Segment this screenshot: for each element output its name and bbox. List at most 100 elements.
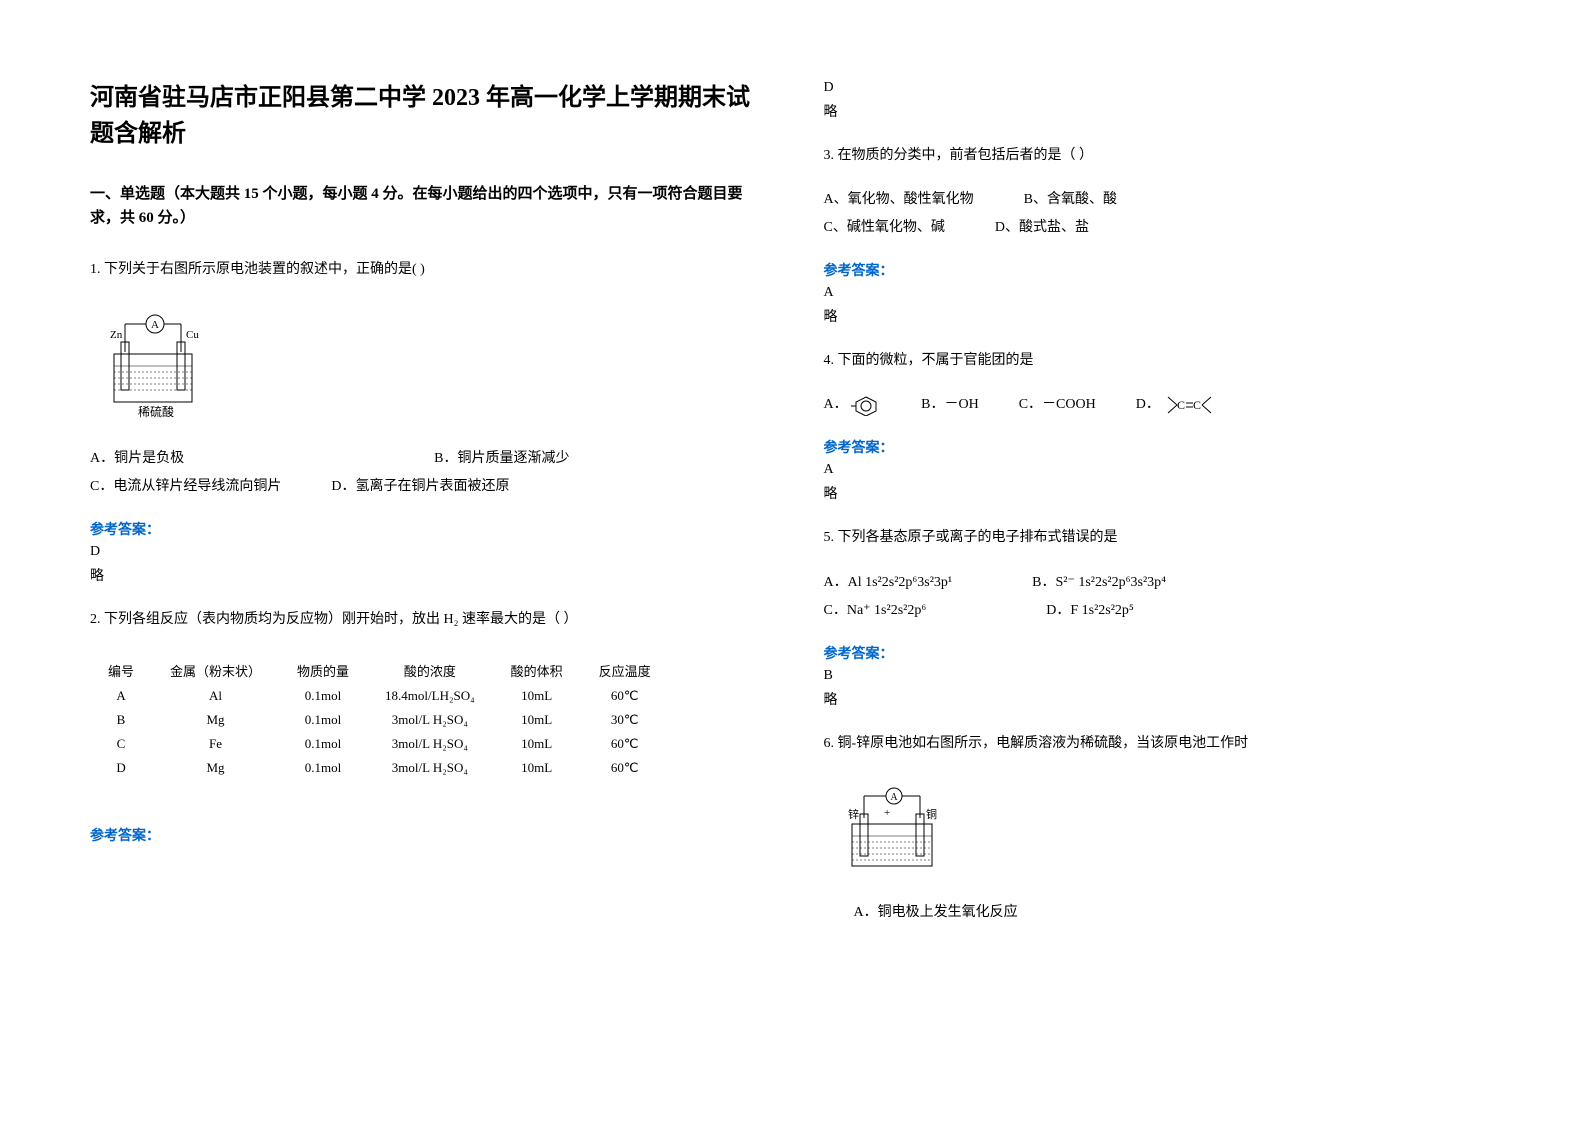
table-row: C Fe 0.1mol 3mol/L H₂SO₄ 10mL 60℃ xyxy=(90,732,669,756)
table-cell: A xyxy=(90,684,152,708)
q4-opt-b: B．－OH xyxy=(921,391,979,419)
q5-answer-label: 参考答案： xyxy=(824,643,1498,663)
table-cell: 10mL xyxy=(493,708,581,732)
q1-answer: D xyxy=(90,544,764,560)
benzene-icon xyxy=(851,394,881,416)
table-cell: 0.1mol xyxy=(279,708,367,732)
q5-opt-a: A．Al 1s²2s²2p⁶3s²3p¹ xyxy=(824,569,953,597)
q5-opt-d: D．F 1s²2s²2p⁵ xyxy=(1046,597,1134,625)
exam-title: 河南省驻马店市正阳县第二中学 2023 年高一化学上学期期末试题含解析 xyxy=(90,80,764,152)
table-header: 酸的浓度 xyxy=(367,657,493,684)
q6-opt-a: A．铜电极上发生氧化反应 xyxy=(854,899,1498,927)
q2-stem: 2. 下列各组反应（表内物质均为反应物）刚开始时，放出 H₂ 速率最大的是（ ） xyxy=(90,607,764,632)
q3-answer-label: 参考答案： xyxy=(824,260,1498,280)
galvanic-cell-diagram-2: A 锌 铜 + xyxy=(844,786,944,876)
q4-opt-c: C．－COOH xyxy=(1019,391,1096,419)
q3-stem: 3. 在物质的分类中，前者包括后者的是（ ） xyxy=(824,143,1498,168)
q5-options: A．Al 1s²2s²2p⁶3s²3p¹ B．S²⁻ 1s²2s²2p⁶3s²3… xyxy=(824,569,1498,625)
table-cell: C xyxy=(90,732,152,756)
q3-opt-a: A、氧化物、酸性氧化物 xyxy=(824,186,974,214)
table-cell: Mg xyxy=(152,708,279,732)
table-cell: 3mol/L H₂SO₄ xyxy=(367,708,493,732)
acid-label: 稀硫酸 xyxy=(138,404,174,419)
table-cell: 30℃ xyxy=(581,708,669,732)
q4-brief: 略 xyxy=(824,483,1498,503)
q4-opt-a: A． xyxy=(824,391,882,419)
q1-answer-label: 参考答案： xyxy=(90,519,764,539)
table-header: 物质的量 xyxy=(279,657,367,684)
table-cell: Mg xyxy=(152,756,279,780)
q3-opt-b: B、含氧酸、酸 xyxy=(1024,186,1117,214)
left-column: 河南省驻马店市正阳县第二中学 2023 年高一化学上学期期末试题含解析 一、单选… xyxy=(90,80,764,1042)
cu-label: 铜 xyxy=(926,807,937,821)
q1-opt-b: B．铜片质量逐渐减少 xyxy=(434,445,569,473)
q5-stem: 5. 下列各基态原子或离子的电子排布式错误的是 xyxy=(824,525,1498,550)
q1-diagram: A Zn Cu 稀硫酸 xyxy=(110,312,764,422)
table-cell: 3mol/L H₂SO₄ xyxy=(367,756,493,780)
table-row: D Mg 0.1mol 3mol/L H₂SO₄ 10mL 60℃ xyxy=(90,756,669,780)
q4-answer-label: 参考答案： xyxy=(824,437,1498,457)
q2-table: 编号 金属（粉末状） 物质的量 酸的浓度 酸的体积 反应温度 A Al 0.1m… xyxy=(90,657,669,780)
right-column: D 略 3. 在物质的分类中，前者包括后者的是（ ） A、氧化物、酸性氧化物 B… xyxy=(824,80,1498,1042)
alkene-icon: C C xyxy=(1163,394,1213,416)
q4-opt-d: D． C C xyxy=(1136,391,1214,419)
q5-brief: 略 xyxy=(824,689,1498,709)
q3-answer: A xyxy=(824,285,1498,301)
q3-options: A、氧化物、酸性氧化物 B、含氧酸、酸 C、碱性氧化物、碱 D、酸式盐、盐 xyxy=(824,186,1498,242)
q2-table-container: 编号 金属（粉末状） 物质的量 酸的浓度 酸的体积 反应温度 A Al 0.1m… xyxy=(90,657,764,780)
section-header: 一、单选题（本大题共 15 个小题，每小题 4 分。在每小题给出的四个选项中，只… xyxy=(90,182,764,230)
q1-options: A．铜片是负极 B．铜片质量逐渐减少 C．电流从锌片经导线流向铜片 D．氢离子在… xyxy=(90,445,764,501)
q4-options: A． B．－OH C．－COOH D． C xyxy=(824,391,1498,419)
q4-opt-a-label: A． xyxy=(824,397,848,412)
q1-opt-c: C．电流从锌片经导线流向铜片 xyxy=(90,473,281,501)
plus-label: + xyxy=(884,807,890,819)
q1-opt-a: A．铜片是负极 xyxy=(90,445,184,473)
table-cell: 0.1mol xyxy=(279,756,367,780)
q3-opt-c: C、碱性氧化物、碱 xyxy=(824,214,945,242)
table-cell: 18.4mol/LH₂SO₄ xyxy=(367,684,493,708)
table-cell: 10mL xyxy=(493,732,581,756)
q4-answer: A xyxy=(824,462,1498,478)
table-cell: 10mL xyxy=(493,684,581,708)
ammeter-label: A xyxy=(151,319,159,331)
table-cell: 10mL xyxy=(493,756,581,780)
q4-stem: 4. 下面的微粒，不属于官能团的是 xyxy=(824,348,1498,373)
table-row: A Al 0.1mol 18.4mol/LH₂SO₄ 10mL 60℃ xyxy=(90,684,669,708)
q4-opt-d-label: D． xyxy=(1136,397,1160,412)
table-cell: 60℃ xyxy=(581,684,669,708)
table-row: B Mg 0.1mol 3mol/L H₂SO₄ 10mL 30℃ xyxy=(90,708,669,732)
zn-label: 锌 xyxy=(848,807,859,821)
q2-answer: D xyxy=(824,80,1498,96)
table-header: 金属（粉末状） xyxy=(152,657,279,684)
table-cell: 3mol/L H₂SO₄ xyxy=(367,732,493,756)
q1-opt-d: D．氢离子在铜片表面被还原 xyxy=(331,473,509,501)
table-cell: Fe xyxy=(152,732,279,756)
svg-text:C: C xyxy=(1193,398,1201,412)
q6-options: A．铜电极上发生氧化反应 xyxy=(854,899,1498,927)
q5-answer: B xyxy=(824,668,1498,684)
galvanic-cell-diagram: A Zn Cu 稀硫酸 xyxy=(110,312,200,422)
table-cell: Al xyxy=(152,684,279,708)
q6-stem: 6. 铜-锌原电池如右图所示，电解质溶液为稀硫酸，当该原电池工作时 xyxy=(824,731,1498,756)
table-cell: 0.1mol xyxy=(279,684,367,708)
cu-label: Cu xyxy=(186,329,199,341)
table-cell: 60℃ xyxy=(581,756,669,780)
q1-stem: 1. 下列关于右图所示原电池装置的叙述中，正确的是( ) xyxy=(90,257,764,282)
table-cell: B xyxy=(90,708,152,732)
q2-brief: 略 xyxy=(824,101,1498,121)
table-header: 反应温度 xyxy=(581,657,669,684)
svg-text:C: C xyxy=(1177,398,1185,412)
table-cell: D xyxy=(90,756,152,780)
table-cell: 60℃ xyxy=(581,732,669,756)
q3-brief: 略 xyxy=(824,306,1498,326)
ammeter-label: A xyxy=(890,792,898,803)
q2-answer-label: 参考答案： xyxy=(90,825,764,845)
q5-opt-c: C．Na⁺ 1s²2s²2p⁶ xyxy=(824,597,927,625)
zn-label: Zn xyxy=(110,329,123,341)
table-header-row: 编号 金属（粉末状） 物质的量 酸的浓度 酸的体积 反应温度 xyxy=(90,657,669,684)
q3-opt-d: D、酸式盐、盐 xyxy=(995,214,1089,242)
q5-opt-b: B．S²⁻ 1s²2s²2p⁶3s²3p⁴ xyxy=(1032,569,1166,597)
q1-brief: 略 xyxy=(90,565,764,585)
q6-diagram: A 锌 铜 + xyxy=(844,786,1498,876)
table-header: 酸的体积 xyxy=(493,657,581,684)
